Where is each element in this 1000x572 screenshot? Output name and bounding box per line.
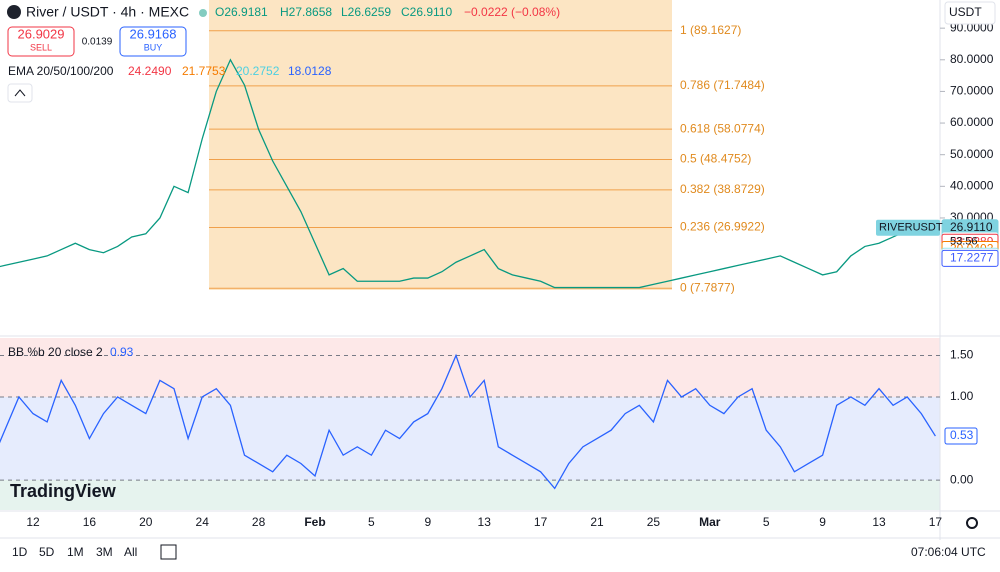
x-tick-label: 16 xyxy=(83,515,97,529)
buy-label: BUY xyxy=(144,42,163,52)
sell-button[interactable] xyxy=(7,26,75,57)
series-line xyxy=(0,58,936,289)
x-tick-label: 5 xyxy=(763,515,770,529)
countdown: 53:56 xyxy=(950,236,978,248)
fib-box xyxy=(209,0,672,290)
range-5d[interactable]: 5D xyxy=(39,545,55,559)
price-badge-label: 17.2277 xyxy=(950,251,994,265)
bb-current: 0.93 xyxy=(110,345,134,359)
currency-select[interactable] xyxy=(944,1,996,25)
series-line xyxy=(0,353,936,490)
clock: 07:06:04 UTC xyxy=(911,545,986,559)
fib-label: 0.786 (71.7484) xyxy=(680,78,765,92)
sell-price: 26.9029 xyxy=(18,26,65,41)
x-tick-label: 21 xyxy=(590,515,604,529)
ohlc-open: O26.9181 xyxy=(215,5,268,19)
fib-label: 0.618 (58.0774) xyxy=(680,121,765,135)
y-tick-label: 80.0000 xyxy=(950,52,994,66)
x-tick-label: 9 xyxy=(819,515,826,529)
y-tick-label: 70.0000 xyxy=(950,84,994,98)
x-tick-label: 5 xyxy=(368,515,375,529)
x-tick-label: Feb xyxy=(304,515,325,529)
symbol-icon xyxy=(7,5,21,19)
date-range-button[interactable] xyxy=(160,544,177,560)
price-badge xyxy=(941,249,999,267)
ema-label: EMA 20/50/100/200 xyxy=(8,64,114,78)
fib-label: 0 (7.7877) xyxy=(680,280,735,294)
currency: USDT xyxy=(949,5,982,19)
ema-20: 24.2490 xyxy=(128,64,172,78)
bb-tick-label: 1.50 xyxy=(950,348,974,362)
range-1m[interactable]: 1M xyxy=(67,545,84,559)
ema-100: 20.2752 xyxy=(236,64,280,78)
ohlc-high: H27.8658 xyxy=(280,5,332,19)
symbol[interactable]: River / USDT · 4h · MEXC xyxy=(26,4,189,20)
x-tick-label: Mar xyxy=(699,515,721,529)
bb-tick-label: 0.00 xyxy=(950,472,974,486)
x-tick-label: 17 xyxy=(929,515,943,529)
collapse-icon xyxy=(14,89,26,97)
settings-button[interactable] xyxy=(966,517,978,529)
watermark: TradingView xyxy=(10,481,117,501)
range-1d[interactable]: 1D xyxy=(12,545,28,559)
x-tick-label: 13 xyxy=(478,515,492,529)
sell-label: SELL xyxy=(30,42,52,52)
oversold-zone xyxy=(0,480,940,510)
overbought-zone xyxy=(0,338,940,397)
range-3m[interactable]: 3M xyxy=(96,545,113,559)
symbol-badge-label: RIVERUSDT xyxy=(879,222,943,234)
fib-label: 0.382 (38.8729) xyxy=(680,182,765,196)
x-tick-label: 25 xyxy=(647,515,661,529)
fib-label: 1 (89.1627) xyxy=(680,23,741,37)
price-badge-label: 26.9110 xyxy=(950,220,993,234)
x-tick-label: 9 xyxy=(424,515,431,529)
range-all[interactable]: All xyxy=(124,545,137,559)
collapse-button[interactable] xyxy=(7,83,33,103)
fib-label: 0.236 (26.9922) xyxy=(680,220,765,234)
change: −0.0222 (−0.08%) xyxy=(464,5,560,19)
x-tick-label: 13 xyxy=(872,515,886,529)
spread: 0.0139 xyxy=(82,37,113,48)
ohlc-low: L26.6259 xyxy=(341,5,391,19)
ohlc-close: C26.9110 xyxy=(401,5,452,19)
ema-200: 18.0128 xyxy=(288,64,332,78)
bb-title: BB %b 20 close 2 xyxy=(8,345,103,359)
x-tick-label: 20 xyxy=(139,515,153,529)
x-tick-label: 24 xyxy=(196,515,210,529)
x-tick-label: 28 xyxy=(252,515,266,529)
y-tick-label: 60.0000 xyxy=(950,115,994,129)
y-tick-label: 50.0000 xyxy=(950,147,994,161)
bb-badge-label: 0.53 xyxy=(950,428,974,442)
buy-price: 26.9168 xyxy=(130,26,177,41)
symbol-badge xyxy=(876,219,940,236)
x-tick-label: 12 xyxy=(26,515,40,529)
y-tick-label: 40.0000 xyxy=(950,178,994,192)
ema-50: 21.7753 xyxy=(182,64,226,78)
buy-button[interactable] xyxy=(119,26,187,57)
fib-label: 0.5 (48.4752) xyxy=(680,152,751,166)
x-tick-label: 17 xyxy=(534,515,548,529)
bb-tick-label: 1.00 xyxy=(950,389,974,403)
market-status xyxy=(199,9,207,17)
band-zone xyxy=(0,397,940,480)
bb-badge xyxy=(944,427,978,445)
